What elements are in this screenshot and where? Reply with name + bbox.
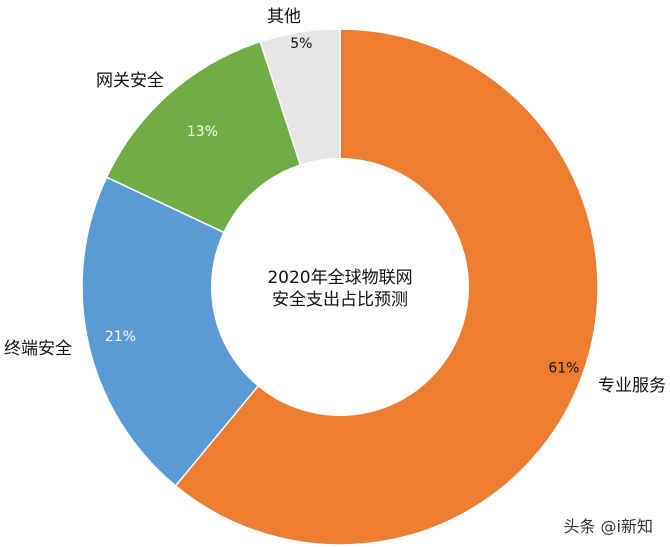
watermark: 头条 @i新知 bbox=[563, 517, 653, 536]
center-title-line-2: 安全支出占比预测 bbox=[272, 290, 408, 310]
center-title-line-1: 2020年全球物联网 bbox=[267, 268, 412, 288]
slice-1 bbox=[81, 176, 342, 487]
category-label-0: 专业服务 bbox=[598, 376, 666, 396]
category-label-1: 终端安全 bbox=[4, 339, 72, 359]
value-label-0: 61% bbox=[548, 361, 579, 377]
value-label-1: 21% bbox=[105, 329, 136, 345]
category-label-3: 其他 bbox=[267, 7, 301, 27]
slice-labels: 61% 专业服务 21% 终端安全 13% 网关安全 5% 其他 bbox=[4, 7, 666, 396]
category-label-2: 网关安全 bbox=[96, 71, 164, 91]
value-label-3: 5% bbox=[290, 36, 312, 52]
donut-hole bbox=[211, 158, 469, 416]
value-label-2: 13% bbox=[187, 124, 218, 140]
